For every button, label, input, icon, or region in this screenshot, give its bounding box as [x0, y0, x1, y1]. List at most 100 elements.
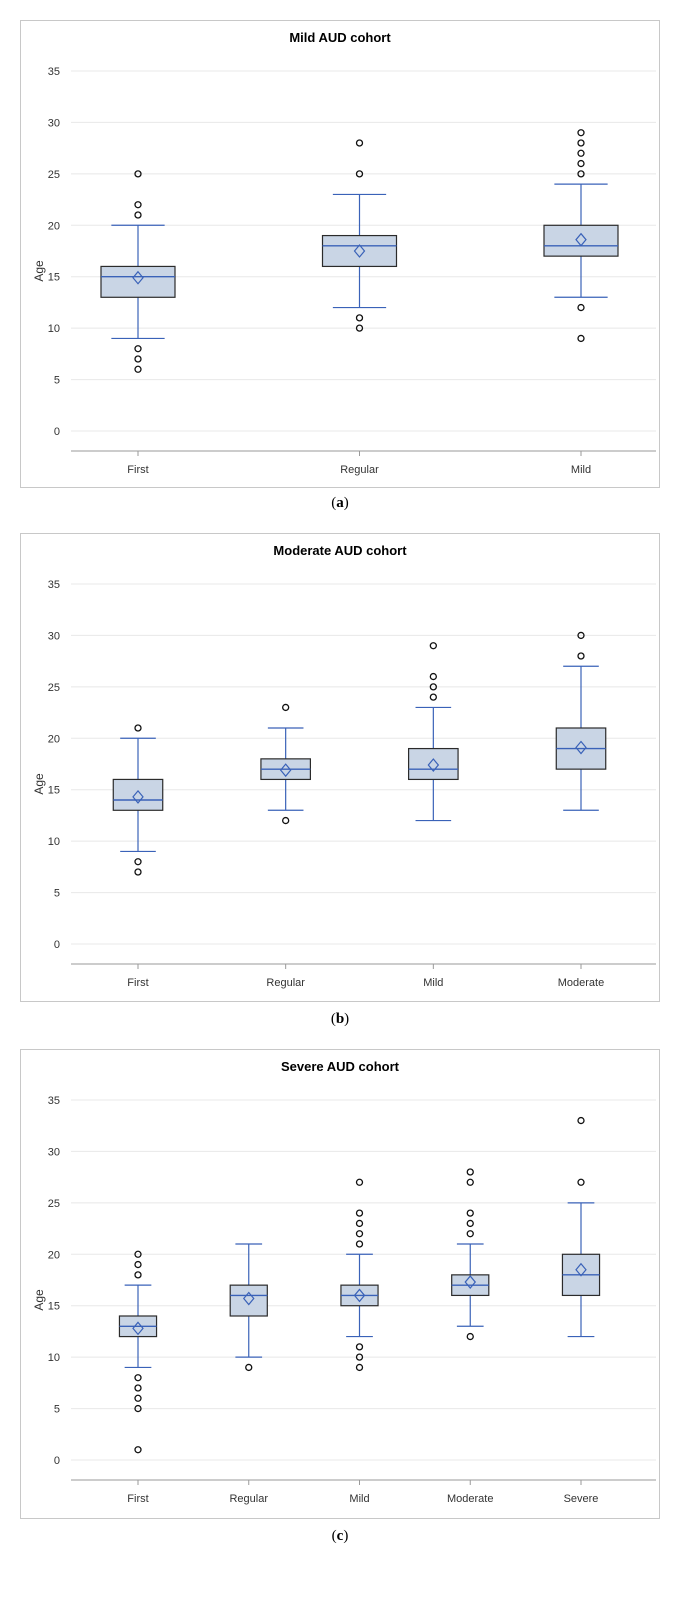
mean-marker: [427, 758, 440, 772]
outlier-point: [355, 1343, 364, 1351]
y-axis-label: Age: [32, 260, 46, 282]
outlier-point: [429, 683, 437, 691]
box: [100, 265, 176, 298]
outlier-point: [466, 1168, 474, 1176]
y-tick-label: 35: [48, 579, 60, 591]
y-tick-label: 15: [48, 272, 60, 284]
outlier-point: [134, 1250, 142, 1258]
mean-marker: [575, 740, 587, 755]
outlier-point: [134, 1271, 142, 1279]
box: [112, 778, 164, 811]
outlier-point: [134, 858, 142, 866]
caption-c: (c): [331, 1528, 349, 1544]
y-tick-label: 20: [48, 1249, 60, 1261]
outlier-point: [134, 1404, 142, 1413]
outlier-point: [134, 345, 142, 353]
caption-b-letter: b: [335, 1011, 345, 1027]
y-tick-label: 20: [48, 733, 60, 745]
outlier-point: [577, 1178, 585, 1186]
outlier-point: [355, 1363, 364, 1372]
outlier-point: [134, 365, 142, 373]
outlier-point: [577, 303, 585, 312]
outlier-point: [134, 868, 142, 876]
y-tick-label: 0: [54, 939, 60, 951]
box-plot-b: Moderate AUD cohort Age 0 5 10 15 20 25 30 35 Firs…: [32, 543, 656, 989]
outlier-point: [577, 149, 585, 157]
mean-marker: [575, 232, 587, 247]
caption-c-letter: c: [336, 1528, 344, 1544]
y-tick-label: 10: [48, 1352, 60, 1364]
caption-a-letter: a: [336, 495, 344, 511]
outlier-point: [355, 139, 364, 147]
y-tick-label: 5: [54, 888, 60, 900]
x-tick-label: Moderate: [558, 977, 604, 989]
y-tick-label: 25: [48, 682, 60, 694]
y-tick-label: 25: [48, 1198, 60, 1210]
outlier-point: [245, 1363, 253, 1372]
y-tick-label: 35: [48, 66, 60, 78]
y-axis-label: Age: [32, 773, 46, 795]
caption-b: (b): [330, 1011, 350, 1027]
chart-panel-a: Mild AUD cohort Age 0 5 10 15 20 25 30 35 First Reg…: [20, 20, 660, 488]
outlier-point: [355, 1240, 364, 1248]
x-tick-label: First: [127, 464, 148, 476]
outlier-point: [134, 1446, 142, 1454]
y-tick-label: 5: [54, 375, 60, 387]
y-tick-label: 0: [54, 1455, 60, 1467]
box: [321, 234, 398, 268]
outlier-point: [429, 672, 437, 681]
outlier-point: [577, 1116, 585, 1125]
outlier-point: [466, 1230, 474, 1238]
outlier-point: [134, 170, 142, 178]
outlier-point: [355, 1230, 364, 1238]
outlier-point: [134, 355, 142, 363]
caption-a: (a): [331, 495, 349, 511]
chart-title: Moderate AUD cohort: [273, 543, 407, 558]
chart-panel-c: Severe AUD cohort Age 0 5 10 15 20 25 30 35 First R…: [20, 1049, 660, 1519]
mean-marker: [242, 1291, 255, 1306]
outlier-point: [577, 631, 585, 640]
outlier-point: [282, 816, 290, 825]
y-axis-label: Age: [32, 1289, 46, 1311]
outlier-point: [355, 1353, 364, 1361]
outlier-point: [355, 1209, 364, 1217]
outlier-point: [429, 693, 437, 701]
outlier-point: [134, 724, 142, 732]
outlier-point: [577, 129, 585, 137]
outlier-point: [355, 1178, 364, 1186]
chart-panel-b: Moderate AUD cohort Age 0 5 10 15 20 25 30 35 Firs…: [20, 533, 660, 1002]
mean-marker: [132, 789, 144, 804]
outlier-point: [355, 324, 364, 332]
x-tick-label: Mild: [349, 1493, 369, 1505]
y-tick-label: 20: [48, 220, 60, 232]
mean-marker: [353, 244, 366, 258]
box: [543, 224, 619, 257]
x-tick-label: Mild: [423, 977, 443, 989]
x-tick-label: Mild: [571, 464, 591, 476]
y-tick-label: 10: [48, 836, 60, 848]
x-tick-label: Regular: [266, 977, 305, 989]
y-tick-label: 5: [54, 1404, 60, 1416]
box: [229, 1284, 268, 1317]
outlier-point: [355, 314, 364, 322]
outlier-point: [577, 334, 585, 343]
x-tick-label: Regular: [229, 1493, 268, 1505]
outlier-point: [466, 1178, 474, 1186]
x-tick-label: First: [127, 1493, 148, 1505]
outlier-point: [355, 1219, 364, 1228]
outlier-point: [577, 170, 585, 178]
outlier-point: [134, 201, 142, 209]
x-tick-label: First: [127, 977, 148, 989]
outlier-point: [466, 1219, 474, 1228]
outlier-point: [466, 1332, 474, 1341]
chart-title: Severe AUD cohort: [281, 1059, 400, 1074]
outlier-point: [134, 1394, 142, 1402]
outlier-point: [577, 159, 585, 168]
box-plot-c: Severe AUD cohort Age 0 5 10 15 20 25 30 35 First R…: [32, 1059, 656, 1505]
mean-marker: [132, 1321, 144, 1336]
outlier-point: [134, 1374, 142, 1382]
outlier-point: [134, 211, 142, 219]
outlier-point: [577, 652, 585, 660]
outlier-point: [134, 1260, 142, 1269]
mean-marker: [132, 270, 144, 285]
